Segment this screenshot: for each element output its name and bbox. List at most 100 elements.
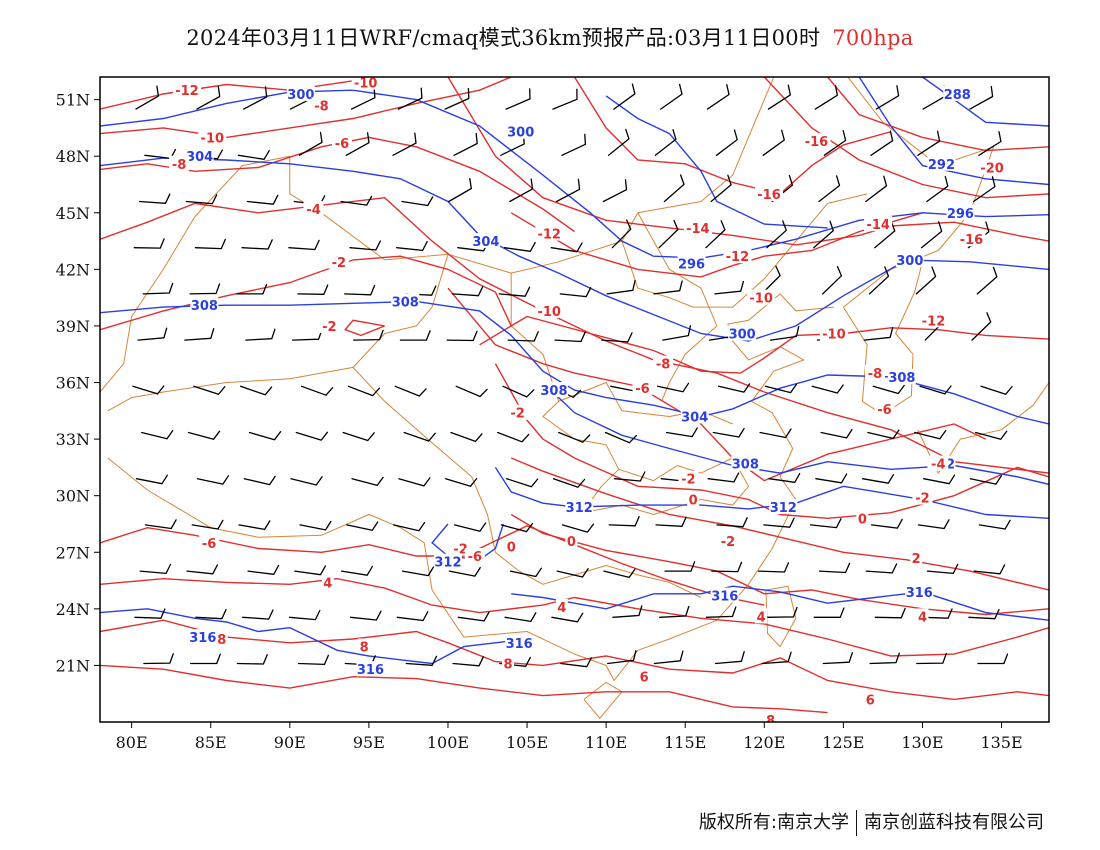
temperature-label-bg xyxy=(755,185,784,201)
wind-barb xyxy=(969,475,1003,485)
wind-barb xyxy=(288,239,320,251)
wind-barb xyxy=(604,431,638,444)
wind-barb xyxy=(196,475,230,485)
lat-tick-label: 48N xyxy=(56,147,90,166)
wind-barb xyxy=(767,84,791,110)
wind-barb xyxy=(769,326,800,341)
wind-barb xyxy=(607,128,630,156)
wind-barb xyxy=(446,330,478,342)
height-label: 312 xyxy=(566,501,593,516)
wind-barb xyxy=(972,176,996,203)
temperature-label-bg xyxy=(864,691,877,707)
temperature-label: 8 xyxy=(360,641,369,656)
wind-barb xyxy=(822,652,854,665)
wind-barb xyxy=(143,653,174,665)
wind-barb xyxy=(453,132,478,156)
wind-barb xyxy=(238,520,271,531)
height-label-bg xyxy=(505,634,534,650)
temperature-label-bg xyxy=(328,253,349,269)
temperature-label: -16 xyxy=(960,233,984,248)
wind-barb xyxy=(187,430,221,440)
temperature-label: -4 xyxy=(931,458,945,473)
wind-barb xyxy=(195,608,227,620)
wind-barb xyxy=(561,523,595,533)
temperature-label-bg xyxy=(874,400,895,416)
wind-barb xyxy=(867,429,900,440)
wind-barb xyxy=(923,474,956,485)
temperature-label: 4 xyxy=(757,610,766,625)
wind-barb xyxy=(345,132,370,156)
wind-barb xyxy=(555,178,581,203)
temperature-label-bg xyxy=(764,712,777,722)
temperature-label-bg xyxy=(215,631,228,647)
boundary-line xyxy=(100,77,775,393)
wind-barb xyxy=(814,84,838,110)
temperature-contour xyxy=(510,212,923,278)
wind-barb xyxy=(349,240,381,251)
wind-barb xyxy=(455,385,488,398)
temperature-label-bg xyxy=(865,365,886,381)
wind-barb xyxy=(865,563,898,574)
wind-barb xyxy=(875,85,900,110)
wind-barb xyxy=(919,385,952,395)
temperature-label: 4 xyxy=(918,610,927,625)
temperature-label: 0 xyxy=(689,493,698,508)
wind-barb xyxy=(607,650,637,665)
wind-barb xyxy=(451,286,484,297)
wind-barb xyxy=(766,606,798,618)
lon-tick-label: 130E xyxy=(901,733,943,752)
height-contour xyxy=(100,157,1049,342)
temperature-label: -12 xyxy=(537,228,561,243)
height-contour xyxy=(542,381,1049,486)
temperature-label-bg xyxy=(319,317,340,333)
temperature-label-bg xyxy=(311,97,332,113)
wind-barb xyxy=(653,650,684,665)
height-label: 308 xyxy=(392,295,419,310)
wind-barb xyxy=(714,280,745,295)
temperature-contour xyxy=(100,664,828,714)
temperature-label: 2 xyxy=(912,552,921,567)
height-label: 312 xyxy=(770,501,797,516)
wind-barb xyxy=(505,88,531,110)
wind-barb xyxy=(452,656,485,667)
wind-barb xyxy=(761,651,792,665)
height-label: 308 xyxy=(191,299,218,314)
latitude-axis: 51N 48N 45N 42N 39N 36N 33N 30N 27N 24N 21N xyxy=(56,91,100,675)
temperature-label-bg xyxy=(331,135,352,151)
wind-barb xyxy=(503,241,536,252)
temperature-contour xyxy=(494,363,1049,520)
wind-barb xyxy=(184,328,215,341)
wind-barb xyxy=(711,561,743,573)
lat-tick-label: 39N xyxy=(56,317,90,336)
temperature-label: -2 xyxy=(453,542,467,557)
wind-barb xyxy=(705,606,737,618)
temperature-label: -8 xyxy=(868,367,882,382)
height-label-bg xyxy=(433,553,462,569)
wind-barb xyxy=(820,428,853,439)
wind-barb xyxy=(977,653,1009,665)
wind-barb xyxy=(237,150,270,160)
temperature-label-bg xyxy=(819,325,848,341)
wind-barb xyxy=(660,83,683,110)
wind-barb xyxy=(978,131,1002,156)
wind-barb xyxy=(243,475,276,486)
height-label: 304 xyxy=(472,235,499,250)
wind-barb xyxy=(551,612,584,623)
height-label-bg xyxy=(927,155,956,171)
wind-barb xyxy=(295,431,329,441)
lat-tick-label: 51N xyxy=(56,91,90,110)
lon-tick-label: 80E xyxy=(116,733,148,752)
temperature-label-bg xyxy=(856,510,869,526)
height-label: 296 xyxy=(678,258,705,273)
wind-barb xyxy=(186,564,219,575)
height-label-bg xyxy=(391,293,420,309)
temperature-label-bg xyxy=(919,312,948,328)
wind-barb xyxy=(349,610,382,621)
lon-tick-label: 125E xyxy=(822,733,864,752)
height-label: 316 xyxy=(906,586,933,601)
wind-barb xyxy=(457,611,490,622)
wind-barb xyxy=(715,129,738,156)
temperature-label: -6 xyxy=(202,537,216,552)
map-title: 2024年03月11日WRF/cmaq模式36km预报产品:03月11日00时 7… xyxy=(0,22,1100,52)
